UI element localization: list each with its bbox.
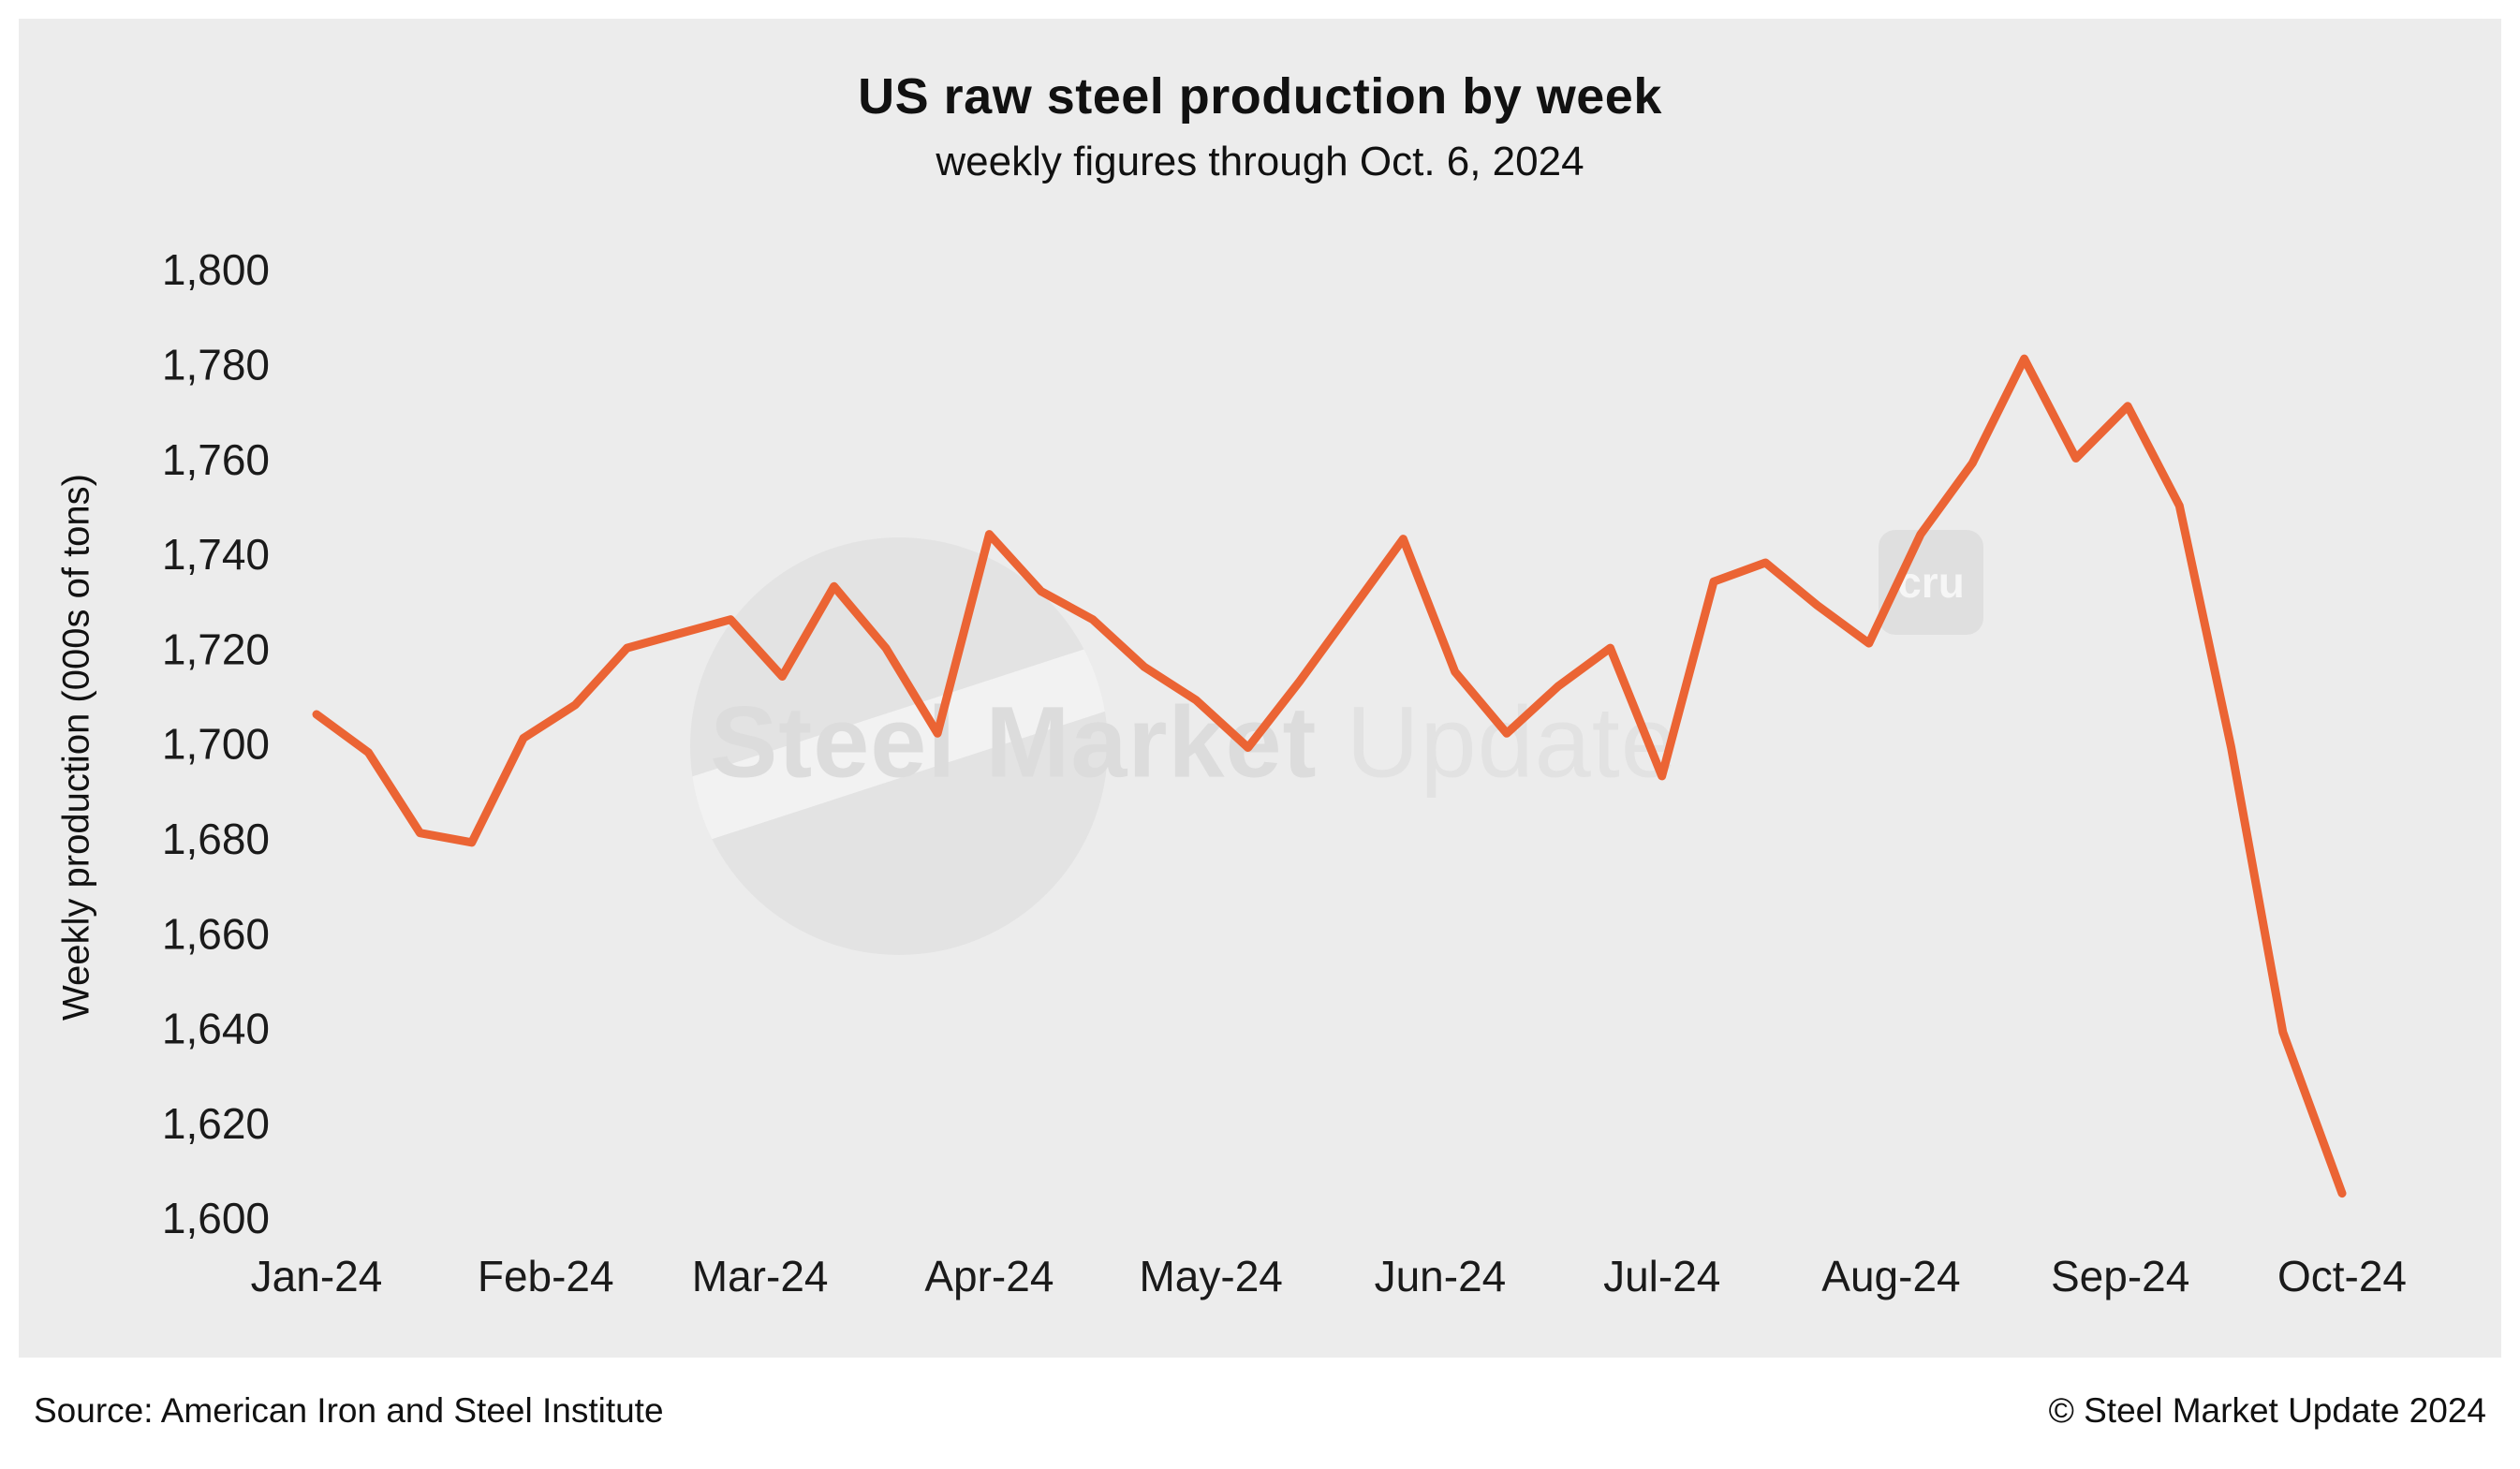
axis-tick-label: 1,640 <box>162 1005 270 1053</box>
axis-tick-label: 1,620 <box>162 1099 270 1148</box>
axis-tick-label: Jul-24 <box>1603 1252 1720 1300</box>
axis-tick-label: 1,780 <box>162 340 270 389</box>
line-chart: 1,600 1,620 1,640 1,660 1,680 1,700 1,720 1,740… <box>162 245 2407 1300</box>
smu-logo-watermark <box>690 537 1108 955</box>
copyright-note: © Steel Market Update 2024 <box>2048 1391 2486 1430</box>
axis-tick-label: Feb-24 <box>478 1252 614 1300</box>
axis-tick-label: Mar-24 <box>692 1252 829 1300</box>
axis-tick-label: 1,680 <box>162 815 270 863</box>
source-note: Source: American Iron and Steel Institut… <box>34 1391 664 1430</box>
chart-subtitle: weekly figures through Oct. 6, 2024 <box>936 139 1584 184</box>
axis-tick-label: 1,720 <box>162 624 270 673</box>
axis-tick-label: Jan-24 <box>251 1252 383 1300</box>
axis-tick-label: Jun-24 <box>1375 1252 1507 1300</box>
axis-tick-label: 1,760 <box>162 435 270 484</box>
axis-tick-label: May-24 <box>1139 1252 1282 1300</box>
axis-tick-label: 1,740 <box>162 530 270 579</box>
axis-tick-label: 1,700 <box>162 720 270 769</box>
watermark-text: Steel Market Update <box>710 683 1678 801</box>
axis-tick-label: 1,800 <box>162 245 270 294</box>
cru-logo: cru <box>1879 530 1983 635</box>
chart-panel: Steel Market Update cru US raw steel pro… <box>19 19 2501 1358</box>
axis-tick-label: 1,600 <box>162 1194 270 1242</box>
production-line-series <box>312 354 2347 1198</box>
axis-tick-label: Apr-24 <box>924 1252 1054 1300</box>
axis-tick-label: Oct-24 <box>2277 1252 2407 1300</box>
axis-tick-label: Sep-24 <box>2051 1252 2189 1300</box>
chart-title: US raw steel production by week <box>858 68 1662 125</box>
watermark-steel-market: Steel Market <box>710 684 1318 799</box>
axis-tick-label: 1,660 <box>162 909 270 958</box>
axis-tick-label: Aug-24 <box>1821 1252 1960 1300</box>
watermark-update: Update <box>1346 684 1678 799</box>
chart-footer: Source: American Iron and Steel Institut… <box>34 1391 2486 1431</box>
